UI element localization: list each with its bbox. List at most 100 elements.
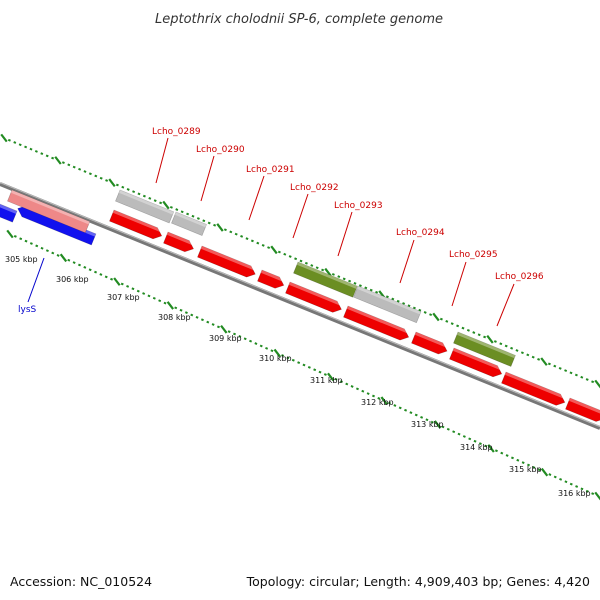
outer-tick	[72, 165, 76, 169]
gene-feature[interactable]	[115, 189, 175, 224]
outer-tick	[267, 246, 271, 249]
inner-tick	[527, 463, 530, 467]
gene-shape	[353, 285, 422, 324]
inner-tick	[478, 442, 482, 445]
outer-tick	[99, 176, 103, 180]
kbp-label: 314 kbp	[460, 443, 493, 452]
inner-tick	[323, 373, 327, 376]
outer-tick	[391, 297, 395, 301]
inner-tick	[339, 380, 343, 384]
gene-feature[interactable]	[163, 231, 196, 254]
label-leader-line	[451, 261, 467, 307]
gene-feature[interactable]	[353, 285, 422, 324]
gene-shine	[414, 332, 450, 349]
gene-feature[interactable]	[565, 397, 600, 424]
outer-tick	[547, 362, 551, 366]
gene-feature[interactable]	[7, 189, 91, 234]
gene-shape	[163, 231, 194, 253]
inner-tick	[238, 335, 242, 338]
gene-label[interactable]: Lcho_0292	[290, 183, 339, 193]
outer-tick	[310, 264, 314, 267]
gene-label[interactable]: lysS	[18, 305, 37, 315]
inner-tick	[152, 296, 156, 300]
gene-feature[interactable]	[109, 209, 165, 241]
gene-label[interactable]: Lcho_0295	[449, 250, 498, 260]
gene-feature[interactable]	[343, 305, 411, 343]
inner-tick	[327, 372, 335, 382]
gene-shine	[10, 190, 90, 225]
gene-feature[interactable]	[501, 371, 568, 408]
outer-tick	[88, 172, 92, 176]
outer-tick	[585, 378, 589, 381]
inner-tick	[35, 244, 39, 248]
inner-tick	[273, 348, 281, 358]
outer-tick	[456, 324, 460, 328]
inner-tick	[580, 487, 584, 491]
outer-tick	[358, 284, 362, 287]
inner-tick	[302, 363, 306, 367]
gene-label[interactable]: Lcho_0290	[196, 145, 245, 155]
inner-tick	[594, 491, 600, 501]
gene-label[interactable]: Lcho_0291	[246, 165, 295, 175]
gene-label[interactable]: Lcho_0294	[396, 228, 445, 238]
inner-tick	[249, 339, 253, 343]
inner-tick	[67, 258, 71, 262]
gene-shape	[257, 269, 285, 289]
gene-feature[interactable]	[0, 196, 18, 223]
gene-shape	[293, 261, 358, 298]
inner-tick	[136, 289, 140, 293]
outer-tick	[510, 346, 514, 350]
outer-tick	[24, 145, 28, 149]
outer-tick	[169, 205, 173, 209]
topology-text: Topology: circular; Length: 4,909,403 bp…	[246, 574, 590, 589]
inner-tick	[540, 467, 549, 477]
inner-tick	[190, 313, 194, 317]
inner-tick	[521, 461, 525, 465]
inner-tick	[372, 394, 375, 398]
gene-label[interactable]: Lcho_0296	[495, 272, 544, 282]
inner-tick	[281, 354, 285, 357]
gene-feature[interactable]	[449, 347, 505, 379]
inner-tick	[575, 485, 579, 488]
outer-tick	[240, 235, 244, 238]
gene-feature[interactable]	[411, 331, 450, 357]
inner-tick	[254, 342, 258, 345]
outer-tick	[526, 353, 530, 357]
gene-shine	[456, 332, 516, 359]
outer-tick	[558, 366, 562, 370]
outer-tick	[7, 138, 11, 142]
kbp-label: 308 kbp	[158, 313, 191, 322]
outer-tick	[126, 188, 130, 191]
gene-label[interactable]: Lcho_0289	[152, 127, 201, 137]
outer-tick	[162, 200, 170, 210]
gene-feature[interactable]	[257, 269, 287, 291]
outer-tick	[432, 312, 440, 322]
gene-feature[interactable]	[453, 331, 516, 367]
kbp-label: 307 kbp	[107, 293, 140, 302]
label-leader-line	[292, 193, 309, 239]
kbp-label: 312 kbp	[361, 398, 394, 407]
gene-shape	[285, 281, 342, 313]
outer-tick	[499, 342, 503, 346]
inner-tick	[380, 396, 388, 406]
inner-tick	[233, 332, 236, 336]
inner-tick	[473, 439, 477, 443]
gene-feature[interactable]	[293, 261, 358, 298]
outer-tick	[553, 364, 557, 368]
gene-shape	[411, 331, 448, 355]
gene-feature[interactable]	[197, 245, 258, 280]
inner-tick	[270, 349, 274, 353]
inner-tick	[227, 330, 231, 334]
inner-tick	[163, 301, 167, 305]
outer-tick	[270, 245, 278, 255]
inner-tick	[94, 270, 98, 274]
feature-track	[0, 189, 600, 424]
inner-tick	[452, 430, 456, 434]
gene-label[interactable]: Lcho_0293	[334, 201, 383, 211]
outer-tick	[216, 223, 224, 232]
outer-tick	[299, 259, 303, 263]
gene-feature[interactable]	[171, 211, 207, 236]
gene-feature[interactable]	[285, 281, 344, 315]
outer-tick	[202, 219, 206, 223]
